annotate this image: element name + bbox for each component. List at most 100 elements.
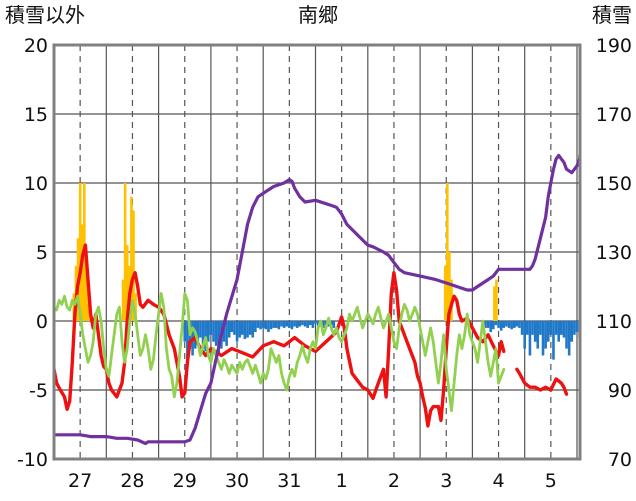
x-tick-label: 2 [388, 470, 400, 492]
yellow-bar [78, 183, 82, 321]
blue-bar [584, 321, 587, 349]
blue-bar [494, 321, 498, 326]
blue-bar [285, 321, 289, 327]
yellow-bar [132, 210, 135, 321]
blue-bar [515, 321, 519, 327]
precipitation-bars [72, 183, 587, 363]
blue-bar [196, 321, 200, 342]
blue-bar [512, 321, 516, 328]
chart-title: 南郷 [298, 3, 338, 27]
purple-series-line [54, 137, 580, 446]
blue-bar [230, 321, 234, 333]
blue-bar [183, 321, 187, 342]
x-tick-label: 31 [277, 470, 301, 492]
blue-bar [505, 321, 508, 327]
blue-bar [539, 321, 542, 335]
right-axis-label: 積雪 [592, 3, 632, 27]
blue-bar [240, 321, 244, 335]
yellow-bar [130, 196, 133, 321]
blue-bar [526, 321, 529, 335]
blue-bar [507, 321, 511, 328]
blue-bar [554, 321, 558, 335]
blue-bar [549, 321, 553, 335]
blue-bar [528, 321, 532, 356]
blue-bar [235, 321, 239, 342]
blue-bar [520, 321, 524, 335]
blue-bar [282, 321, 286, 328]
blue-bar [225, 321, 228, 346]
data-lines [54, 137, 580, 446]
blue-bar [531, 321, 534, 335]
red-series-line [54, 243, 506, 428]
blue-bar [295, 321, 299, 328]
left-tick-label: 0 [36, 311, 48, 333]
blue-bar [251, 321, 255, 338]
left-tick-label: 15 [24, 104, 48, 126]
left-tick-label: 20 [24, 35, 48, 57]
yellow-bar [134, 293, 137, 321]
blue-bar [510, 321, 513, 330]
right-tick-label: 170 [596, 104, 632, 126]
blue-bar [293, 321, 296, 327]
blue-bar [238, 321, 241, 338]
blue-bar [322, 321, 325, 328]
blue-bar [288, 321, 291, 328]
blue-bar [484, 321, 487, 328]
x-tick-label: 28 [120, 470, 144, 492]
yellow-bar [445, 183, 449, 321]
right-tick-label: 110 [596, 311, 632, 333]
blue-bar [206, 321, 210, 342]
blue-bar [272, 321, 275, 328]
blue-bar [274, 321, 278, 328]
blue-bar [259, 321, 262, 330]
x-tick-label: 30 [225, 470, 249, 492]
blue-bar [327, 321, 330, 327]
right-tick-label: 70 [608, 449, 632, 471]
blue-bar [560, 321, 563, 335]
blue-bar [497, 321, 500, 328]
blue-bar [552, 321, 555, 360]
blue-bar [544, 321, 547, 349]
blue-bar [565, 321, 568, 349]
blue-bar [573, 321, 576, 335]
yellow-bar [80, 224, 84, 321]
left-tick-label: -10 [17, 449, 48, 471]
x-tick-label: 1 [336, 470, 348, 492]
blue-bar [314, 321, 317, 324]
blue-bar [199, 321, 202, 338]
blue-bar [267, 321, 270, 333]
blue-bar [562, 321, 566, 338]
blue-bar [264, 321, 268, 330]
x-tick-label: 3 [440, 470, 452, 492]
plot-frame [52, 43, 582, 461]
x-tick-label: 4 [493, 470, 505, 492]
blue-bar [227, 321, 231, 338]
left-tick-label: -5 [29, 380, 48, 402]
blue-bar [254, 321, 257, 333]
blue-bar [217, 321, 221, 356]
red-series-line [515, 367, 569, 396]
blue-bar [308, 321, 312, 326]
blue-bar [301, 321, 304, 326]
blue-bar [248, 321, 252, 335]
blue-bar [222, 321, 226, 342]
blue-bar [256, 321, 260, 328]
blue-bar [298, 321, 302, 327]
left-tick-label: 5 [36, 242, 48, 264]
yellow-bar [125, 245, 129, 321]
left-tick-label: 10 [24, 173, 48, 195]
blue-bar [557, 321, 560, 342]
right-tick-label: 90 [608, 380, 632, 402]
blue-bar [209, 321, 213, 335]
yellow-bar [443, 265, 447, 321]
blue-bar [277, 321, 281, 330]
left-axis-ticks: -10 -5 0 5 10 15 20 [17, 35, 48, 471]
yellow-bar [493, 286, 496, 321]
blue-bar [486, 321, 490, 328]
blue-bar [533, 321, 537, 342]
right-tick-label: 150 [596, 173, 632, 195]
yellow-bar [85, 265, 88, 321]
right-axis-ticks: 70 90 110 130 150 170 190 [596, 35, 632, 471]
blue-bar [536, 321, 540, 349]
